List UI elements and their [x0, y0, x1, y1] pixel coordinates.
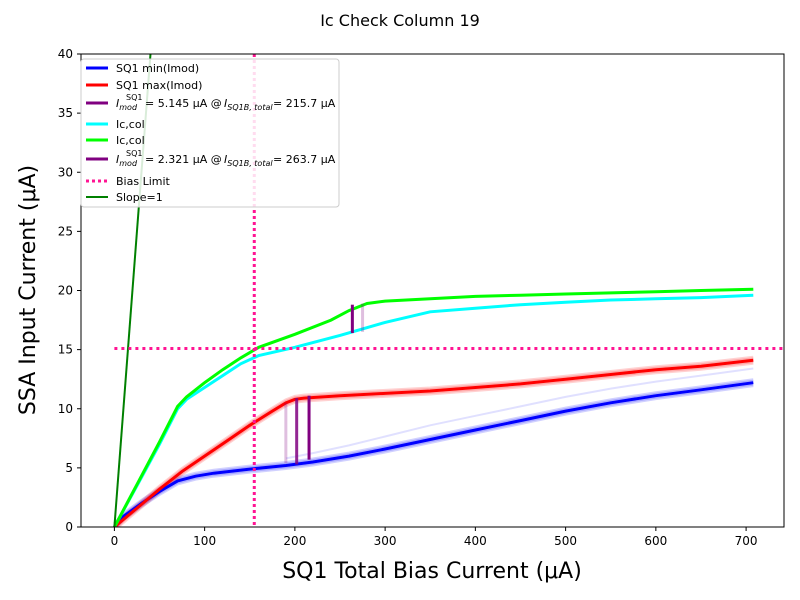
y-tick-label-8: 40 — [58, 47, 73, 61]
series-line-0 — [113, 381, 754, 527]
x-axis-label: SQ1 Total Bias Current (μA) — [282, 559, 582, 584]
legend-label-ic-col-cyan: Ic,col — [116, 118, 145, 131]
legend-imod-1-bias: = 215.7 μA — [273, 97, 336, 110]
y-tick-label-1: 5 — [65, 461, 73, 475]
series-line-2 — [113, 293, 754, 527]
series-line-3 — [113, 287, 754, 527]
svg-text:Imod: Imod — [116, 153, 138, 168]
y-tick-label-5: 25 — [58, 224, 73, 238]
x-tick-label-6: 600 — [644, 534, 667, 548]
legend-imod-2-bias: = 263.7 μA — [273, 153, 336, 166]
series-band-1-3 — [115, 361, 754, 527]
legend-label-imod-1: Imod SQ1 = 5.145 μA @ ISQ1B, total = 215… — [116, 93, 336, 112]
y-tick-label-2: 10 — [58, 402, 73, 416]
legend-imod-2-value: = 2.321 μA @ — [145, 153, 222, 166]
svg-text:ISQ1B, total: ISQ1B, total — [224, 97, 273, 112]
series-band-blue-extra — [285, 367, 754, 460]
y-tick-label-0: 0 — [65, 520, 73, 534]
legend: SQ1 min(Imod) SQ1 max(Imod) Imod SQ1 = 5… — [80, 58, 340, 208]
legend-box — [80, 58, 340, 208]
svg-text:Imod: Imod — [116, 97, 138, 112]
svg-text:SQ1: SQ1 — [126, 93, 142, 102]
svg-text:SQ1: SQ1 — [126, 149, 142, 158]
series-line-1 — [113, 358, 754, 527]
x-tick-label-7: 700 — [735, 534, 758, 548]
y-axis-label: SSA Input Current (μA) — [16, 165, 41, 415]
x-tick-label-4: 400 — [464, 534, 487, 548]
x-tick-label-5: 500 — [554, 534, 577, 548]
svg-text:ISQ1B, total: ISQ1B, total — [224, 153, 273, 168]
x-tick-label-2: 200 — [283, 534, 306, 548]
y-tick-label-7: 35 — [58, 106, 73, 120]
legend-label-imod-2: Imod SQ1 = 2.321 μA @ ISQ1B, total = 263… — [116, 149, 336, 168]
x-tick-label-1: 100 — [193, 534, 216, 548]
chart-title: Ic Check Column 19 — [320, 11, 480, 30]
y-tick-label-3: 15 — [58, 343, 73, 357]
legend-imod-1-value: = 5.145 μA @ — [145, 97, 222, 110]
legend-label-sq1-max: SQ1 max(Imod) — [116, 79, 202, 92]
series-band-0-3 — [114, 384, 754, 527]
x-tick-label-3: 300 — [374, 534, 397, 548]
legend-label-bias-limit: Bias Limit — [116, 175, 171, 188]
series-band-1-0 — [113, 355, 754, 526]
legend-label-slope: Slope=1 — [116, 191, 163, 204]
legend-label-sq1-min: SQ1 min(Imod) — [116, 62, 199, 75]
y-tick-label-6: 30 — [58, 165, 73, 179]
x-tick-label-0: 0 — [111, 534, 119, 548]
legend-label-ic-col-green: Ic,col — [116, 134, 145, 147]
y-tick-label-4: 20 — [58, 284, 73, 298]
